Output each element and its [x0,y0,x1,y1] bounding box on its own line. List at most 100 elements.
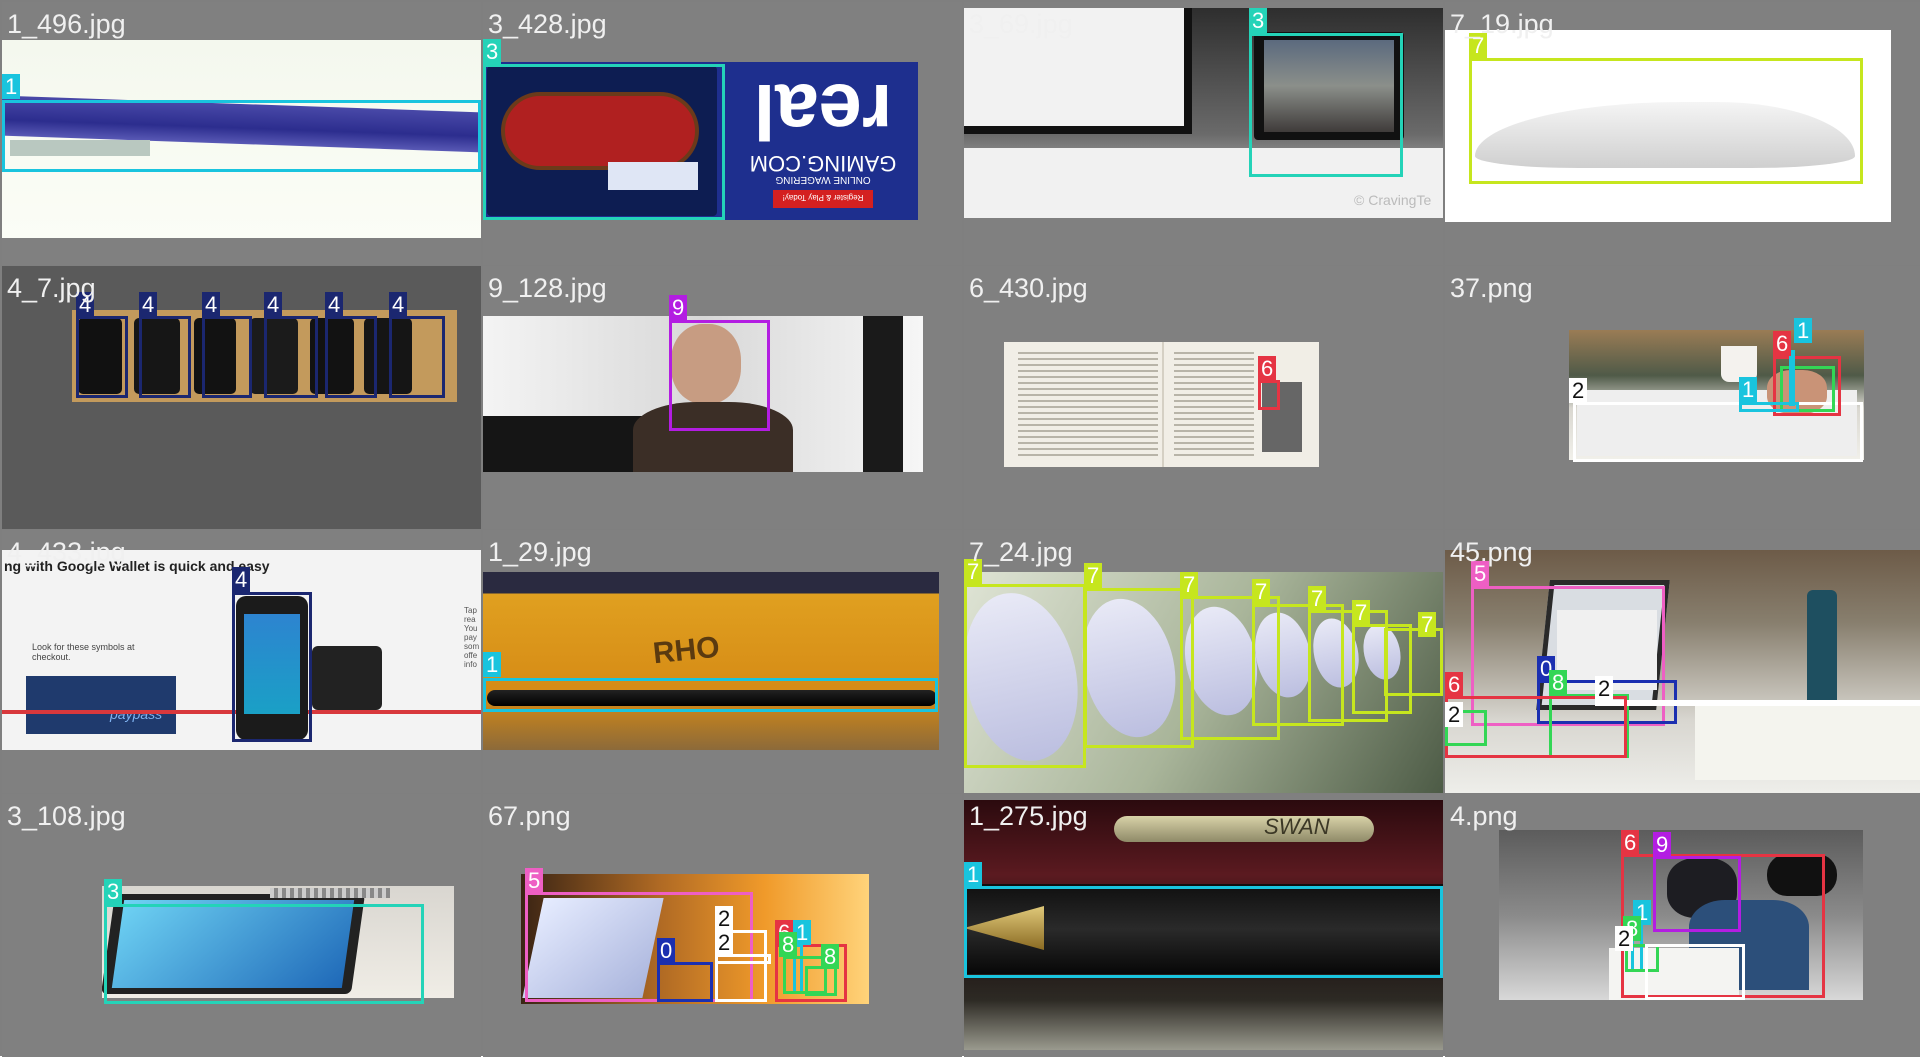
tile-photo [1499,830,1863,1000]
detection-box [389,316,445,398]
detection-label: 8 [821,944,840,969]
detection-box [1773,356,1841,416]
tile-filename: 4_433.jpg [7,537,126,567]
detection-label: 2 [715,906,734,931]
tile: 7 7_19.jpg [1445,2,1920,265]
detection-label: 4 [232,567,251,592]
detection-label: 4 [202,292,221,317]
ad-tagline-text: ONLINE WAGERING [775,174,871,185]
detection-box [325,316,377,398]
ad-hint-text: Look for these symbols at checkout. [32,642,135,662]
detection-box [1780,366,1835,412]
tile: RHO 1 1_29.jpg [483,530,962,793]
detection-label: 1 [2,74,21,99]
tile: 5 0 8 2 6 2 45.png [1445,530,1920,793]
detection-label: 2 [1595,676,1614,701]
tile-filename: 4_7.jpg [7,273,96,303]
detection-box [1258,380,1280,410]
phone [194,318,236,394]
detection-box [1645,944,1745,1000]
detection-label: 6 [1258,356,1277,381]
open-book [1695,700,1920,780]
tile: 2 6 1 1 37.png [1445,266,1920,529]
tile-photo [1569,330,1864,460]
pen-cap-clip [1114,816,1374,842]
tile: © CravingTe 3 3_69.jpg [964,2,1443,265]
detection-label: 2 [1615,926,1634,951]
tile-filename: 6_430.jpg [969,273,1088,303]
detection-label: 1 [1739,377,1758,402]
detection-box [483,678,938,712]
tile: 7 7 7 7 7 7 7 7_24.jpg [964,530,1443,793]
tile-filename: 4.png [1450,801,1518,831]
tile: 6 9 1 8 2 4.png [1445,794,1920,1057]
text-column [1174,352,1254,456]
detection-box [715,930,767,1002]
photo-credit-text: © CravingTe [1354,192,1432,208]
tile-photo: RHO [483,572,939,750]
detection-label: 9 [1653,832,1672,857]
detection-label: 7 [1308,586,1327,611]
tile: 1 1_496.jpg [2,2,481,265]
detection-box [202,316,252,398]
detection-label: 1 [793,920,812,945]
tile-filename: 7_19.jpg [1450,9,1554,39]
monitor [964,8,1192,134]
tile: 5 2 2 0 6 1 8 8 67.png [483,794,962,1057]
detection-label: 2 [1445,702,1464,727]
detection-label: 2 [1569,378,1588,403]
tile-photo: SWAN [964,800,1443,1050]
detection-label: 4 [76,292,95,317]
detection-box [669,320,770,431]
tile: 3 3_108.jpg [2,794,481,1057]
page-gutter [1162,342,1164,467]
detection-label: 8 [1549,670,1568,695]
detection-label: 7 [1180,572,1199,597]
chair-headrest [1767,854,1837,896]
monitor-back [483,416,653,472]
tile: ng with Google Wallet is quick and easy … [2,530,481,793]
pen-clip [10,140,150,156]
tile-filename: 9_128.jpg [488,273,607,303]
phone [78,318,122,394]
window-frame [863,316,903,472]
detection-label: 7 [964,559,983,584]
detection-label: 5 [1471,561,1490,586]
detection-label: 4 [325,292,344,317]
ad-sub-text: GAMING.COM [749,151,897,176]
ad-side-text: Tap rea You pay som offe info [464,606,480,669]
detection-box [1249,33,1403,177]
detection-box [1469,58,1863,184]
detection-box [1625,944,1659,972]
poker-table [501,92,699,170]
tile: real GAMING.COM ONLINE WAGERING Register… [483,2,962,265]
detection-box [483,64,725,220]
notebook-spiral [270,888,390,898]
detection-box [104,904,424,1004]
tile: SWAN 1 1_275.jpg [964,794,1443,1057]
tile-filename: 37.png [1450,273,1533,303]
illustration [1262,382,1302,452]
detection-label: 4 [264,292,283,317]
detection-box [1653,856,1741,932]
tile-filename: 1_496.jpg [7,9,126,39]
phone [364,318,412,394]
detection-label: 9 [669,295,688,320]
detection-box [525,892,753,1002]
phone [250,318,298,394]
tile-photo [2,40,481,238]
detection-label: 7 [1352,600,1371,625]
detection-box [1445,710,1487,746]
detection-box [1789,350,1795,406]
tablet-photo [1264,40,1394,132]
ad-headline-text: ng with Google Wallet is quick and easy [4,558,270,574]
detection-label: 7 [1252,579,1271,604]
ad-logo-text: real [753,68,893,156]
detection-box [264,316,318,398]
tile-filename: 3_69.jpg [969,9,1073,39]
detection-label: 5 [525,868,544,893]
tile-photo [483,316,923,472]
detection-box [1084,588,1194,748]
detection-box [964,584,1086,768]
